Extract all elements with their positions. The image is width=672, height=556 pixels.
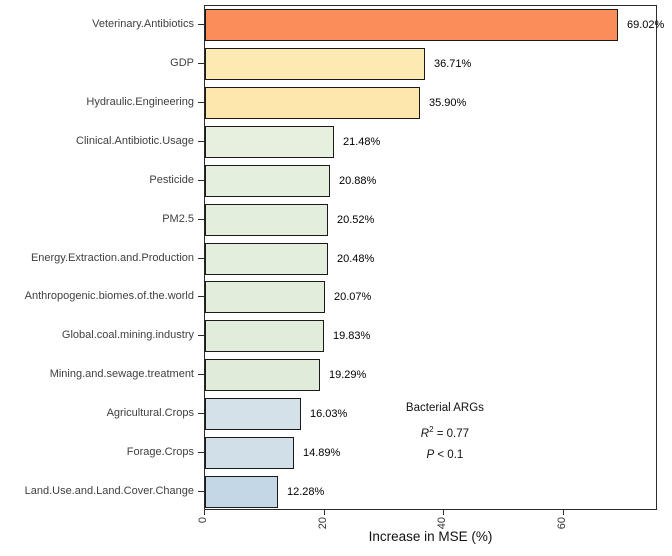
y-axis-label: Mining.and.sewage.treatment: [49, 368, 194, 380]
bar-value-label: 36.71%: [434, 58, 472, 70]
y-axis-tick: [198, 452, 204, 453]
y-axis-label: Agricultural.Crops: [106, 407, 194, 419]
annotation-p: P < 0.1: [426, 448, 464, 461]
bar: [205, 87, 420, 119]
bar-value-label: 20.52%: [337, 214, 375, 226]
x-axis-tick-label: 20: [317, 517, 329, 530]
x-axis-tick-label: 0: [197, 517, 209, 524]
y-axis-tick: [198, 219, 204, 220]
annotation-title: Bacterial ARGs: [405, 402, 484, 414]
x-axis-tick-label: 40: [436, 517, 448, 530]
y-axis-label: Veterinary.Antibiotics: [92, 18, 194, 30]
bar-value-label: 14.89%: [303, 447, 341, 459]
bar-value-label: 16.03%: [310, 408, 348, 420]
bar-value-label: 20.07%: [334, 291, 372, 303]
bar-value-label: 35.90%: [429, 97, 467, 109]
bar: [205, 359, 320, 391]
y-axis-label: Clinical.Antibiotic.Usage: [76, 135, 194, 147]
y-axis-label: Forage.Crops: [126, 446, 194, 458]
y-axis-tick: [198, 413, 204, 414]
bar-value-label: 21.48%: [343, 136, 381, 148]
annotation-r2-value: 0.77: [446, 427, 470, 440]
y-axis-label: GDP: [170, 57, 194, 69]
annotation-p-value: < 0.1: [437, 448, 464, 461]
bar-value-label: 19.29%: [329, 369, 367, 381]
y-axis-label: Energy.Extraction.and.Production: [30, 252, 194, 264]
y-axis-label: Global.coal.mining.industry: [61, 329, 194, 341]
x-axis-tick: [563, 510, 564, 515]
y-axis-tick: [198, 335, 204, 336]
y-axis-tick: [198, 296, 204, 297]
y-axis-tick: [198, 374, 204, 375]
stats-annotation: Bacterial ARGs R2 = 0.77 P < 0.1: [406, 398, 484, 466]
x-axis-tick: [443, 510, 444, 515]
y-axis-tick: [198, 141, 204, 142]
bar-value-label: 12.28%: [287, 486, 325, 498]
y-axis-tick: [198, 102, 204, 103]
x-axis-tick: [204, 510, 205, 515]
bar: [205, 126, 334, 158]
x-axis-tick-label: 60: [556, 517, 568, 530]
bar: [205, 165, 330, 197]
bar: [205, 9, 618, 41]
y-axis-label: Pesticide: [149, 174, 194, 186]
x-axis-tick: [324, 510, 325, 515]
y-axis-label: PM2.5: [162, 213, 194, 225]
bar: [205, 243, 328, 275]
bar-value-label: 20.48%: [337, 253, 375, 265]
y-axis-tick: [198, 63, 204, 64]
bar: [205, 398, 301, 430]
bar: [205, 204, 328, 236]
y-axis-label: Anthropogenic.biomes.of.the.world: [24, 290, 194, 302]
y-axis-tick: [198, 491, 204, 492]
y-axis-label: Land.Use.and.Land.Cover.Change: [24, 485, 194, 497]
x-axis-title: Increase in MSE (%): [368, 529, 493, 544]
y-axis-tick: [198, 258, 204, 259]
bar-value-label: 69.02%: [627, 19, 665, 31]
bar: [205, 476, 278, 508]
bar: [205, 48, 425, 80]
bar-value-label: 19.83%: [333, 330, 371, 342]
plot-panel: Bacterial ARGs R2 = 0.77 P < 0.1 69.02% 3…: [204, 5, 664, 510]
bar: [205, 437, 294, 469]
y-axis-label: Hydraulic.Engineering: [86, 96, 194, 108]
bar: [205, 281, 325, 313]
bar-value-label: 20.88%: [339, 175, 377, 187]
annotation-r2: R2 = 0.77: [420, 425, 470, 440]
y-axis-tick: [198, 180, 204, 181]
y-axis-tick: [198, 24, 204, 25]
bar: [205, 320, 324, 352]
